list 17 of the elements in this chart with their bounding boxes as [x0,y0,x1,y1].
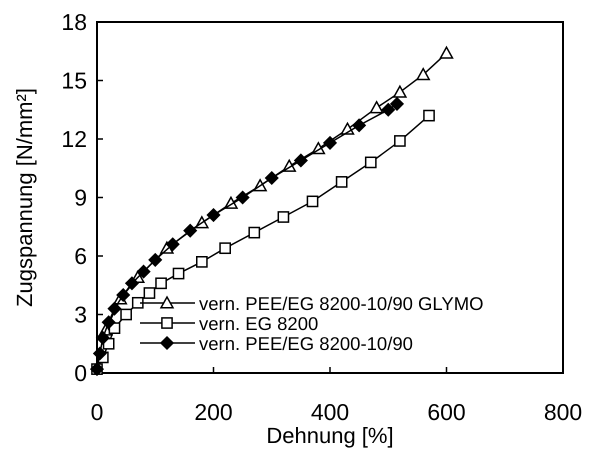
legend-label: vern. EG 8200 [199,313,318,334]
legend-label: vern. PEE/EG 8200-10/90 [199,333,413,354]
legend-label: vern. PEE/EG 8200-10/90 GLYMO [199,293,484,314]
y-tick-label: 12 [61,126,87,152]
y-tick-label: 15 [61,68,87,94]
x-tick-label: 600 [427,399,466,425]
x-tick-label: 800 [544,399,582,425]
y-tick-label: 18 [61,9,87,35]
x-tick-label: 400 [310,399,350,425]
y-tick-label: 0 [74,360,87,386]
y-tick-label: 3 [74,302,87,328]
y-tick-label: 6 [74,243,87,269]
x-axis-title: Dehnung [%] [266,423,394,448]
y-axis-title: Zugspannung [N/mm²] [12,88,37,307]
x-tick-label: 200 [194,399,233,425]
x-tick-label: 0 [90,399,104,425]
y-tick-label: 9 [74,184,87,210]
